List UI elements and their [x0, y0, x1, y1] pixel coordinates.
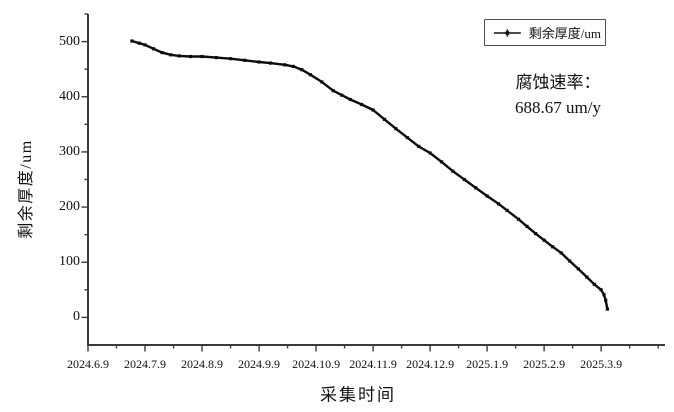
x-axis-title: 采集时间: [320, 385, 396, 405]
x-tick-label: 2025.3.9: [580, 357, 623, 371]
x-tick-label: 2025.1.9: [466, 357, 509, 371]
legend-entry-label: 剩余厚度/um: [528, 26, 601, 41]
x-axis-ticks: [87, 345, 659, 352]
series-markers: [130, 39, 609, 311]
legend: 剩余厚度/um: [484, 19, 606, 46]
legend-line-marker-icon: [493, 28, 521, 37]
y-tick-label: 500: [59, 33, 80, 49]
y-tick-label: 0: [73, 309, 80, 325]
x-tick-label: 2024.11.9: [349, 357, 397, 371]
y-axis-title: 剩余厚度/um: [18, 139, 35, 239]
corrosion-rate-caption: 腐蚀速率：: [515, 73, 601, 92]
x-tick-label: 2024.8.9: [181, 357, 224, 371]
x-tick-label: 2025.2.9: [523, 357, 566, 371]
y-axis-ticks: [81, 13, 88, 319]
y-tick-label: 100: [59, 254, 80, 270]
corrosion-rate-value: 688.67 um/y: [515, 98, 601, 117]
y-tick-label: 200: [59, 199, 80, 215]
axis-spines: [87, 14, 665, 346]
x-tick-label: 2024.6.9: [67, 357, 109, 371]
y-tick-label: 400: [59, 88, 80, 104]
x-tick-label: 2024.10.9: [292, 357, 341, 371]
x-tick-label: 2024.12.9: [406, 357, 455, 371]
x-tick-label: 2024.9.9: [238, 357, 281, 371]
corrosion-rate-annotation: 腐蚀速率： 688.67 um/y: [497, 70, 619, 120]
y-tick-label: 300: [59, 143, 80, 159]
x-tick-label: 2024.7.9: [124, 357, 167, 371]
